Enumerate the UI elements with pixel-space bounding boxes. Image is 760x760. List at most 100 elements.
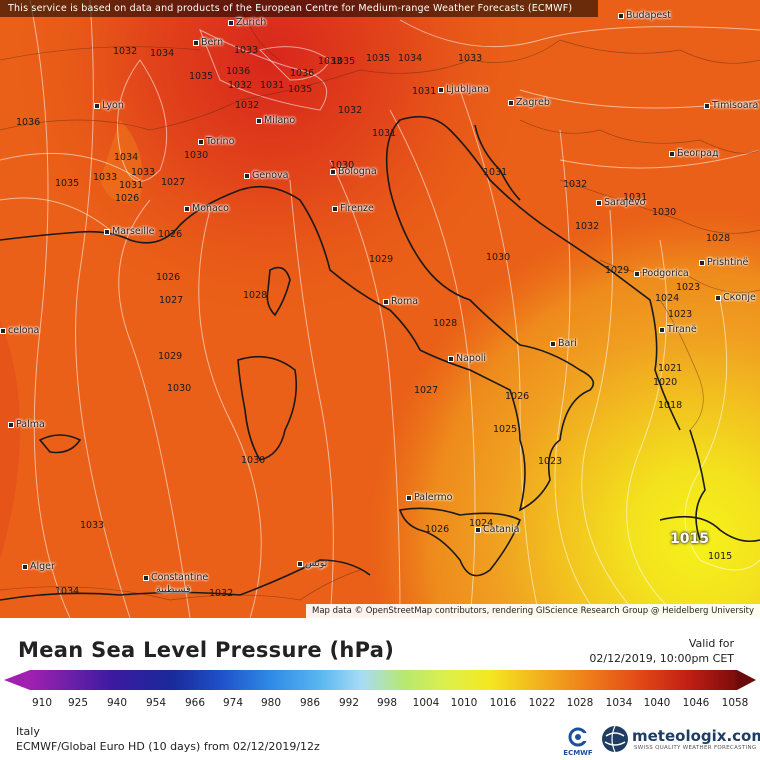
city-palermo[interactable]: Palermo xyxy=(406,492,452,503)
city-marker-icon xyxy=(330,168,336,175)
scale-tick: 1010 xyxy=(450,697,478,709)
isobar-label: 1032 xyxy=(113,46,138,57)
isobar-label: 1033 xyxy=(318,56,343,67)
scale-tick: 1046 xyxy=(682,697,710,709)
isobar-label: 1031 xyxy=(412,86,437,97)
city-marker-icon xyxy=(94,102,100,109)
city-zurich[interactable]: Zurich xyxy=(228,17,266,28)
isobar-label: 1018 xyxy=(658,400,683,411)
city-palma[interactable]: Palma xyxy=(8,419,45,430)
scale-tick: 954 xyxy=(145,697,167,709)
low-pressure-center: 1015 xyxy=(670,531,709,547)
isobar-label: 1027 xyxy=(414,385,439,396)
isobar-label: 1023 xyxy=(668,309,693,320)
city-alger[interactable]: Alger xyxy=(22,561,55,572)
isobar-label: 1031 xyxy=(260,80,285,91)
map-canvas xyxy=(0,0,760,618)
city-marker-icon xyxy=(184,205,190,212)
city-timisoara[interactable]: Timisoara xyxy=(704,100,758,111)
city-monaco[interactable]: Monaco xyxy=(184,203,229,214)
city-marker-icon xyxy=(0,327,6,334)
isobar-label: 1026 xyxy=(158,229,183,240)
isobar-label: 1031 xyxy=(119,180,144,191)
city-zagreb[interactable]: Zagreb xyxy=(508,97,550,108)
city-barcelona[interactable]: celona xyxy=(0,325,39,336)
city-skopje[interactable]: Скопје xyxy=(715,292,756,303)
scale-tick: 940 xyxy=(106,697,128,709)
city-genova[interactable]: Genova xyxy=(244,170,288,181)
city-marker-icon xyxy=(244,172,250,179)
city-bologna[interactable]: Bologna xyxy=(330,166,377,177)
city-constantine[interactable]: Constantine xyxy=(143,572,208,583)
isobar-label: 1028 xyxy=(706,233,731,244)
isobar-label: 1031 xyxy=(483,167,508,178)
isobar-label: 1036 xyxy=(226,66,251,77)
city-marker-icon xyxy=(508,99,514,106)
scale-tick: 1016 xyxy=(489,697,517,709)
isobar-label: 1026 xyxy=(156,272,181,283)
isobar-label: 1030 xyxy=(167,383,192,394)
isobar-label: 1029 xyxy=(605,265,630,276)
scale-tick: 910 xyxy=(31,697,53,709)
isobar-label: 1035 xyxy=(189,71,214,82)
city-budapest[interactable]: Budapest xyxy=(618,10,671,21)
scale-tick: 966 xyxy=(184,697,206,709)
city-beograd[interactable]: Београд xyxy=(669,148,719,159)
isobar-label: 1032 xyxy=(563,179,588,190)
isobar-label: 1035 xyxy=(331,56,356,67)
isobar-label: 1033 xyxy=(131,167,156,178)
isobar-label: 1034 xyxy=(114,152,139,163)
color-scale-bar xyxy=(4,670,756,690)
scale-tick: 986 xyxy=(299,697,321,709)
city-marker-icon xyxy=(704,102,710,109)
city-marker-icon xyxy=(104,228,110,235)
city-marker-icon xyxy=(198,138,204,145)
brand-tagline: SWISS QUALITY WEATHER FORECASTING xyxy=(634,745,757,751)
city-sarajevo[interactable]: Sarajevo xyxy=(596,197,646,208)
isobar-label: 1033 xyxy=(458,53,483,64)
scale-tick: 992 xyxy=(338,697,360,709)
isobar-label: 1030 xyxy=(330,160,355,171)
city-milano[interactable]: Milano xyxy=(256,115,295,126)
city-marker-icon xyxy=(475,526,481,533)
city-marker-icon xyxy=(383,298,389,305)
map-attribution[interactable]: Map data © OpenStreetMap contributors, r… xyxy=(306,604,760,618)
isobar-label: 1028 xyxy=(243,290,268,301)
meteologix-logo[interactable]: meteologix.com SWISS QUALITY WEATHER FOR… xyxy=(600,724,760,758)
scale-max-arrow xyxy=(737,670,756,690)
city-ljubljana[interactable]: Ljubljana xyxy=(438,84,489,95)
isobar-label: 1032 xyxy=(228,80,253,91)
ecmwf-logo: ECMWF xyxy=(561,727,595,757)
isobar-label: 1032 xyxy=(235,100,260,111)
city-torino[interactable]: Torino xyxy=(198,136,234,147)
valid-time-block: Valid for 02/12/2019, 10:00pm CET xyxy=(589,636,734,666)
city-tirane[interactable]: Tiranë xyxy=(659,324,697,335)
city-lyon[interactable]: Lyon xyxy=(94,100,124,111)
city-tunis[interactable]: تونس xyxy=(297,558,327,569)
city-roma[interactable]: Roma xyxy=(383,296,418,307)
pressure-map[interactable]: This service is based on data and produc… xyxy=(0,0,760,618)
city-catania[interactable]: Catania xyxy=(475,524,519,535)
isobar-label: 1035 xyxy=(288,84,313,95)
city-firenze[interactable]: Firenze xyxy=(332,203,374,214)
scale-tick: 980 xyxy=(260,697,282,709)
city-napoli[interactable]: Napoli xyxy=(448,353,486,364)
city-marker-icon xyxy=(699,259,705,266)
city-marker-icon xyxy=(634,270,640,277)
isobar-label: 1030 xyxy=(184,150,209,161)
city-marker-icon xyxy=(297,560,303,567)
isobar-label: 1033 xyxy=(80,520,105,531)
city-prishtine[interactable]: Prishtinë xyxy=(699,257,748,268)
city-bari[interactable]: Bari xyxy=(550,338,577,349)
city-marseille[interactable]: Marseille xyxy=(104,226,154,237)
isobar-label: 1027 xyxy=(159,295,184,306)
valid-label: Valid for xyxy=(688,637,734,650)
isobar-label: 1029 xyxy=(369,254,394,265)
scale-tick: 1004 xyxy=(412,697,440,709)
city-marker-icon xyxy=(659,326,665,333)
scale-tick: 1028 xyxy=(566,697,594,709)
city-bern[interactable]: Bern xyxy=(193,37,223,48)
scale-tick: 998 xyxy=(376,697,398,709)
isobar-label: 1032 xyxy=(575,221,600,232)
city-podgorica[interactable]: Podgorica xyxy=(634,268,689,279)
